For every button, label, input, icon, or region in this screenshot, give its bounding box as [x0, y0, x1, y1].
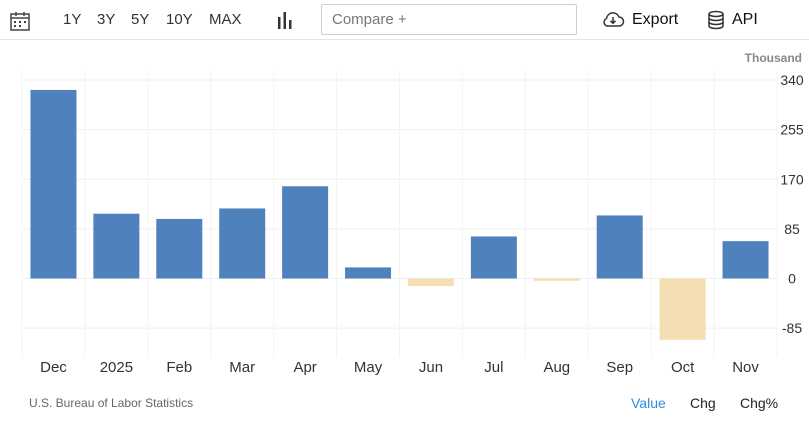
- unit-label: Thousand: [744, 51, 802, 65]
- bar: [30, 89, 77, 279]
- api-button[interactable]: API: [707, 9, 758, 31]
- source-label: U.S. Bureau of Labor Statistics: [29, 396, 194, 410]
- tab-chg[interactable]: Chg: [690, 395, 716, 411]
- range-max[interactable]: MAX: [209, 11, 242, 28]
- compare-input[interactable]: [321, 4, 577, 35]
- x-tick-label: Mar: [229, 359, 255, 376]
- y-tick-label: 255: [780, 122, 804, 138]
- range-10y[interactable]: 10Y: [166, 11, 193, 28]
- y-tick-label: -85: [782, 320, 802, 336]
- export-label: Export: [632, 11, 679, 28]
- bar: [659, 278, 706, 340]
- range-1y[interactable]: 1Y: [63, 11, 82, 28]
- y-tick-label: 85: [784, 221, 800, 237]
- export-button[interactable]: Export: [601, 9, 678, 31]
- bar: [345, 267, 392, 279]
- x-tick-label: Oct: [671, 359, 695, 376]
- bar: [470, 236, 517, 279]
- y-tick-label: 340: [780, 72, 804, 88]
- bar: [93, 213, 140, 279]
- x-tick-label: Dec: [40, 359, 67, 376]
- x-tick-label: Nov: [732, 359, 759, 376]
- bar-chart-icon[interactable]: [277, 11, 293, 29]
- bar-chart: 340 255 170 85 0 -85 Dec 2025 Feb Mar Apr May Jun Jul…: [21, 70, 804, 376]
- toolbar: 1Y 3Y 5Y 10Y MAX Export API: [0, 0, 809, 40]
- bar: [596, 215, 643, 279]
- x-tick-label: Jun: [419, 359, 443, 376]
- bar: [533, 278, 580, 281]
- tab-value[interactable]: Value: [631, 395, 666, 411]
- bar: [407, 278, 454, 287]
- y-tick-label: 170: [780, 171, 804, 187]
- x-tick-label: Sep: [606, 359, 633, 376]
- x-tick-label: 2025: [100, 359, 133, 376]
- bar: [219, 208, 266, 279]
- range-5y[interactable]: 5Y: [131, 11, 150, 28]
- x-tick-label: Feb: [166, 359, 192, 376]
- bar: [282, 186, 329, 279]
- database-icon: [708, 10, 724, 30]
- cloud-download-icon: [603, 12, 625, 27]
- tab-chg-pct[interactable]: Chg%: [740, 395, 779, 411]
- api-label: API: [732, 11, 758, 28]
- x-tick-label: Aug: [543, 359, 570, 376]
- range-3y[interactable]: 3Y: [97, 11, 116, 28]
- x-tick-label: Apr: [293, 359, 316, 376]
- bar: [722, 241, 769, 279]
- bar: [156, 218, 203, 279]
- x-tick-label: May: [354, 359, 383, 376]
- y-tick-label: 0: [788, 271, 796, 287]
- calendar-icon[interactable]: [9, 10, 31, 32]
- x-tick-label: Jul: [484, 359, 503, 376]
